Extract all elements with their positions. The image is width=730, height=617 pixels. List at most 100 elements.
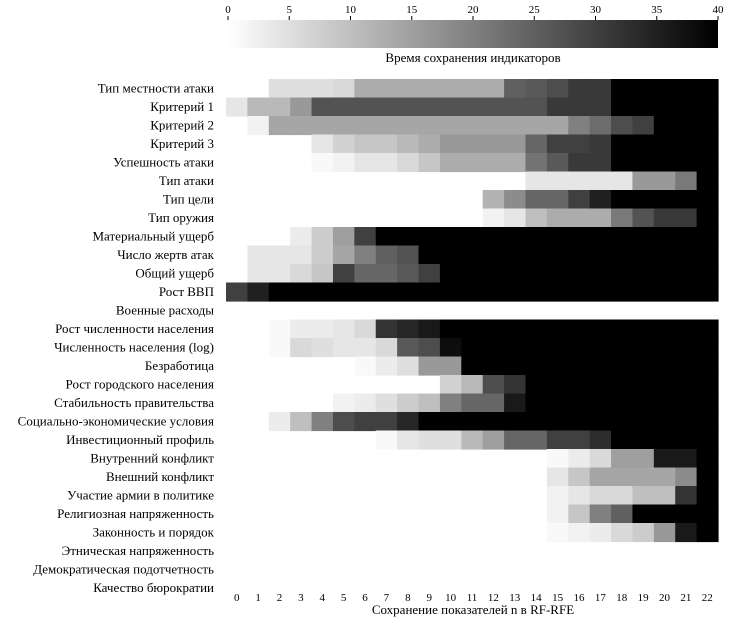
- row-label: Тип цели: [163, 191, 214, 206]
- heatmap-cell: [354, 245, 377, 265]
- row-label: Качество бюрократии: [93, 580, 214, 595]
- heatmap-cell: [568, 245, 591, 265]
- heatmap-cell: [311, 116, 334, 136]
- heatmap-cell: [611, 282, 634, 302]
- heatmap-cell: [611, 171, 634, 191]
- heatmap-cell: [525, 227, 548, 247]
- x-tick-label: 20: [659, 592, 671, 604]
- heatmap-cell: [568, 79, 591, 99]
- heatmap-cell: [525, 338, 548, 358]
- heatmap-cell: [611, 523, 634, 543]
- colorbar-tick-label: 40: [713, 4, 725, 16]
- heatmap-cell: [375, 97, 398, 117]
- heatmap-cell: [546, 171, 569, 191]
- row-label: Участие армии в политике: [67, 487, 214, 502]
- heatmap-cell: [653, 393, 676, 413]
- heatmap-cell: [311, 153, 334, 173]
- heatmap-cell: [675, 412, 698, 432]
- heatmap-cell: [611, 227, 634, 247]
- heatmap-cell: [354, 412, 377, 432]
- heatmap-cell: [418, 338, 441, 358]
- colorbar-tick-label: 20: [468, 4, 480, 16]
- heatmap-cell: [546, 412, 569, 432]
- x-tick-label: 3: [298, 592, 304, 604]
- heatmap-cell: [696, 171, 719, 191]
- heatmap-cell: [354, 79, 377, 99]
- row-label: Демократическая подотчетность: [33, 561, 214, 576]
- heatmap-cell: [247, 282, 270, 302]
- row-label: Рост численности населения: [55, 321, 214, 336]
- heatmap-cell: [461, 134, 484, 154]
- heatmap-cell: [397, 153, 420, 173]
- colorbar-tick-label: 35: [651, 4, 663, 16]
- heatmap-cell: [439, 227, 462, 247]
- heatmap-cell: [568, 356, 591, 376]
- colorbar-tick-label: 30: [590, 4, 602, 16]
- heatmap-cell: [311, 79, 334, 99]
- x-tick-label: 17: [595, 592, 607, 604]
- heatmap-cell: [675, 264, 698, 284]
- heatmap-cell: [332, 153, 355, 173]
- heatmap-cell: [354, 282, 377, 302]
- heatmap-cell: [482, 319, 505, 339]
- heatmap-cell: [675, 282, 698, 302]
- x-tick-label: 5: [341, 592, 347, 604]
- x-tick-label: 0: [234, 592, 240, 604]
- heatmap-cell: [653, 523, 676, 543]
- heatmap-cell: [397, 134, 420, 154]
- heatmap-cell: [525, 356, 548, 376]
- heatmap-cell: [632, 486, 655, 506]
- heatmap-cell: [525, 393, 548, 413]
- heatmap-cell: [482, 245, 505, 265]
- heatmap-cell: [589, 153, 612, 173]
- x-tick-label: 11: [467, 592, 478, 604]
- heatmap-cell: [268, 319, 291, 339]
- heatmap-cell: [354, 97, 377, 117]
- heatmap-cell: [568, 375, 591, 395]
- heatmap-cell: [653, 319, 676, 339]
- heatmap-cell: [696, 282, 719, 302]
- row-label: Военные расходы: [116, 302, 214, 317]
- heatmap-cell: [589, 79, 612, 99]
- heatmap-cell: [696, 412, 719, 432]
- heatmap-cell: [247, 245, 270, 265]
- heatmap-cell: [675, 486, 698, 506]
- heatmap-cell: [675, 79, 698, 99]
- heatmap-cell: [568, 227, 591, 247]
- heatmap-cell: [504, 116, 527, 136]
- heatmap-cell: [332, 338, 355, 358]
- heatmap-cell: [653, 208, 676, 228]
- heatmap-cell: [375, 412, 398, 432]
- heatmap-cell: [653, 375, 676, 395]
- heatmap-cell: [611, 338, 634, 358]
- heatmap-cell: [653, 245, 676, 265]
- heatmap-cell: [397, 319, 420, 339]
- heatmap-cell: [439, 153, 462, 173]
- heatmap-cell: [461, 393, 484, 413]
- heatmap-cell: [354, 319, 377, 339]
- x-tick-label: 6: [362, 592, 368, 604]
- x-tick-label: 15: [552, 592, 564, 604]
- row-label: Законность и порядок: [93, 524, 215, 539]
- heatmap-cell: [611, 449, 634, 469]
- heatmap-cell: [611, 97, 634, 117]
- heatmap-cell: [504, 412, 527, 432]
- heatmap-cell: [504, 153, 527, 173]
- heatmap-cell: [653, 116, 676, 136]
- heatmap-cell: [525, 97, 548, 117]
- heatmap-cell: [482, 338, 505, 358]
- heatmap-cell: [268, 116, 291, 136]
- heatmap-cell: [675, 504, 698, 524]
- row-label: Безработица: [145, 358, 214, 373]
- heatmap-cell: [461, 79, 484, 99]
- colorbar-ticks: 0 5 10 15 20 25 30 35 40: [225, 4, 724, 20]
- heatmap-cell: [568, 134, 591, 154]
- heatmap-cell: [504, 97, 527, 117]
- heatmap-cell: [653, 412, 676, 432]
- heatmap-cell: [546, 282, 569, 302]
- heatmap-cell: [354, 356, 377, 376]
- heatmap-cell: [439, 134, 462, 154]
- heatmap-cell: [546, 97, 569, 117]
- heatmap-cell: [397, 356, 420, 376]
- heatmap-cell: [461, 356, 484, 376]
